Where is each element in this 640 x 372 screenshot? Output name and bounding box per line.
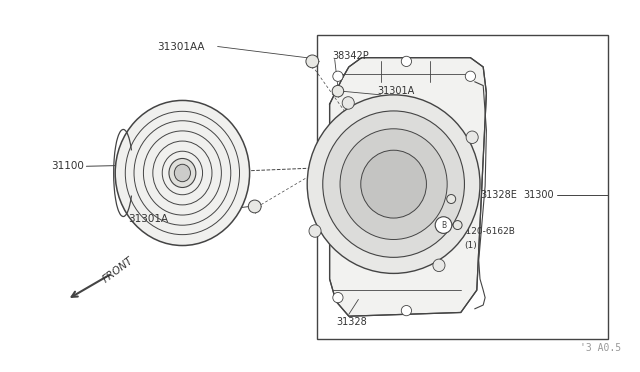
Circle shape [332, 86, 344, 97]
Text: 31301A: 31301A [128, 215, 168, 224]
Text: 31300: 31300 [523, 190, 554, 200]
Circle shape [453, 221, 462, 230]
Circle shape [306, 55, 319, 68]
Text: 31100: 31100 [51, 161, 84, 170]
Circle shape [333, 292, 343, 303]
Circle shape [401, 305, 412, 316]
Text: '3 A0.5: '3 A0.5 [580, 343, 621, 353]
Ellipse shape [115, 100, 250, 246]
Text: 31328: 31328 [336, 317, 367, 327]
Ellipse shape [433, 259, 445, 272]
Circle shape [447, 195, 456, 203]
Circle shape [248, 200, 261, 213]
Text: 38342P: 38342P [333, 51, 369, 61]
Ellipse shape [169, 158, 196, 187]
Circle shape [465, 71, 476, 81]
Ellipse shape [174, 164, 191, 182]
Circle shape [333, 71, 343, 81]
Text: (1): (1) [464, 241, 477, 250]
Ellipse shape [466, 131, 478, 144]
Polygon shape [330, 58, 486, 316]
Ellipse shape [361, 150, 426, 218]
Text: 09120-6162B: 09120-6162B [454, 227, 515, 236]
Text: B: B [441, 221, 446, 230]
Ellipse shape [309, 225, 321, 237]
Text: 31301A: 31301A [378, 86, 415, 96]
Text: 31328E: 31328E [480, 190, 517, 200]
Circle shape [401, 56, 412, 67]
Ellipse shape [307, 95, 480, 273]
Text: FRONT: FRONT [101, 255, 136, 285]
Ellipse shape [342, 97, 355, 109]
Bar [317, 35, 608, 339]
Ellipse shape [323, 111, 465, 257]
Circle shape [435, 217, 452, 233]
Text: 31301AA: 31301AA [157, 42, 204, 51]
Ellipse shape [340, 129, 447, 240]
